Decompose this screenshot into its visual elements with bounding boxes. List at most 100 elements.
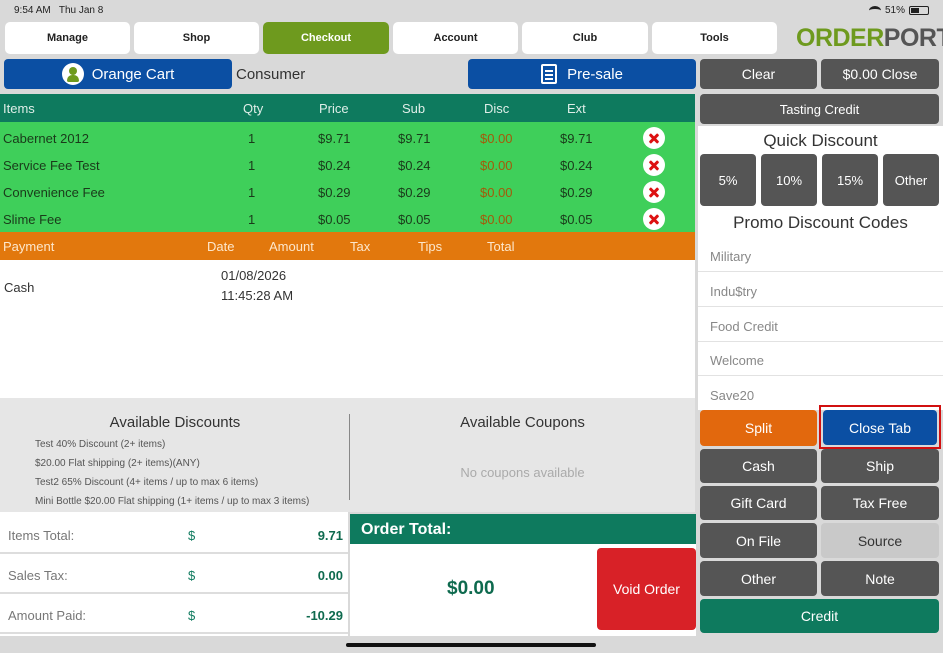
tasting-credit-button[interactable]: Tasting Credit xyxy=(700,94,939,124)
on-file-button[interactable]: On File xyxy=(700,523,817,558)
sales-tax-value: 0.00 xyxy=(317,568,343,583)
list-item[interactable]: Test 40% Discount (2+ items) xyxy=(35,439,166,450)
table-row[interactable]: Service Fee Test 1 $0.24 $0.24 $0.00 $0.… xyxy=(0,151,695,178)
item-sub: $0.29 xyxy=(398,185,431,200)
list-item[interactable]: $20.00 Flat shipping (2+ items)(ANY) xyxy=(35,458,200,469)
other-button[interactable]: Other xyxy=(700,561,817,596)
tab-account[interactable]: Account xyxy=(393,22,518,54)
no-coupons-text: No coupons available xyxy=(460,465,585,480)
sales-tax-label: Sales Tax: xyxy=(8,568,68,583)
gift-card-button[interactable]: Gift Card xyxy=(700,486,817,520)
amount-paid-value: -10.29 xyxy=(306,608,343,623)
table-row[interactable]: Cash 01/08/2026 11:45:28 AM xyxy=(0,264,695,308)
presale-label: Pre-sale xyxy=(567,65,623,83)
tax-free-button[interactable]: Tax Free xyxy=(821,486,939,520)
battery-percent: 51% xyxy=(884,5,905,16)
col-price: Price xyxy=(319,101,349,116)
orderport-logo: ORDERPORT xyxy=(792,20,943,56)
discount-15-button[interactable]: 15% xyxy=(822,154,878,206)
list-item[interactable]: Test2 65% Discount (4+ items / up to max… xyxy=(35,477,259,488)
items-total-row: Items Total: $ 9.71 xyxy=(0,514,348,554)
tab-manage[interactable]: Manage xyxy=(5,22,130,54)
promo-code-food-credit[interactable]: Food Credit xyxy=(698,308,943,342)
tab-shop[interactable]: Shop xyxy=(134,22,259,54)
tab-tools[interactable]: Tools xyxy=(652,22,777,54)
table-row[interactable]: Convenience Fee 1 $0.29 $0.29 $0.00 $0.2… xyxy=(0,178,695,205)
remove-item-icon[interactable] xyxy=(643,127,665,149)
close-tab-button[interactable]: Close Tab xyxy=(823,410,937,445)
item-ext: $0.05 xyxy=(560,212,593,227)
remove-item-icon[interactable] xyxy=(643,154,665,176)
cart-name: Orange Cart xyxy=(91,65,175,83)
cash-button[interactable]: Cash xyxy=(700,449,817,483)
split-button[interactable]: Split xyxy=(700,410,817,446)
col-items: Items xyxy=(3,101,35,116)
status-date: Thu Jan 8 xyxy=(58,5,104,16)
payment-table-body: Cash 01/08/2026 11:45:28 AM xyxy=(0,260,695,398)
discount-10-button[interactable]: 10% xyxy=(761,154,817,206)
presale-button[interactable]: Pre-sale xyxy=(468,59,696,89)
item-name: Cabernet 2012 xyxy=(3,131,90,146)
home-indicator[interactable] xyxy=(346,643,596,647)
item-qty: 1 xyxy=(248,131,256,146)
customer-type: Consumer xyxy=(236,66,306,83)
battery-icon xyxy=(909,6,929,15)
note-button[interactable]: Note xyxy=(821,561,939,596)
totals-panel: Items Total: $ 9.71 Sales Tax: $ 0.00 Am… xyxy=(0,512,348,636)
item-disc: $0.00 xyxy=(480,131,513,146)
item-sub: $0.05 xyxy=(398,212,431,227)
credit-button[interactable]: Credit xyxy=(700,599,939,633)
col-date: Date xyxy=(207,239,235,254)
panel-divider xyxy=(349,414,350,500)
remove-item-icon[interactable] xyxy=(643,208,665,230)
promo-code-save20[interactable]: Save20 xyxy=(710,388,755,403)
item-name: Slime Fee xyxy=(3,212,62,227)
void-order-button[interactable]: Void Order xyxy=(597,548,696,630)
status-right: 51% xyxy=(868,5,929,16)
item-ext: $0.29 xyxy=(560,185,593,200)
battery-fill xyxy=(911,8,919,13)
discount-panel: Quick Discount 5% 10% 15% Other Promo Di… xyxy=(698,126,943,410)
order-total-label: Order Total: xyxy=(361,521,452,538)
col-qty: Qty xyxy=(243,101,264,116)
tab-club[interactable]: Club xyxy=(522,22,648,54)
list-item[interactable]: Mini Bottle $20.00 Flat shipping (1+ ite… xyxy=(35,496,310,507)
status-bar: 9:54 AM Thu Jan 8 51% xyxy=(0,0,943,20)
col-tax: Tax xyxy=(350,239,371,254)
discount-5-button[interactable]: 5% xyxy=(700,154,756,206)
document-icon xyxy=(541,64,558,84)
col-amount: Amount xyxy=(269,239,314,254)
item-name: Service Fee Test xyxy=(3,158,100,173)
promo-codes-title: Promo Discount Codes xyxy=(733,213,908,232)
col-payment: Payment xyxy=(3,239,55,254)
quick-discount-title: Quick Discount xyxy=(763,131,878,150)
ship-button[interactable]: Ship xyxy=(821,449,939,483)
tab-checkout[interactable]: Checkout xyxy=(263,22,389,54)
item-disc: $0.00 xyxy=(480,185,513,200)
remove-item-icon[interactable] xyxy=(643,181,665,203)
promo-code-military[interactable]: Military xyxy=(698,238,943,272)
available-coupons-title: Available Coupons xyxy=(460,414,585,431)
col-sub: Sub xyxy=(402,101,426,116)
promo-code-industry[interactable]: Indu$try xyxy=(698,273,943,307)
col-total: Total xyxy=(487,239,515,254)
clear-button[interactable]: Clear xyxy=(700,59,817,89)
col-tips: Tips xyxy=(418,239,443,254)
cart-button[interactable]: Orange Cart xyxy=(4,59,232,89)
table-row[interactable]: Cabernet 2012 1 $9.71 $9.71 $0.00 $9.71 xyxy=(0,124,695,151)
item-disc: $0.00 xyxy=(480,158,513,173)
source-button[interactable]: Source xyxy=(821,523,939,558)
order-total-header: Order Total: xyxy=(350,514,696,544)
available-discounts-title: Available Discounts xyxy=(109,414,241,431)
item-disc: $0.00 xyxy=(480,212,513,227)
discount-list[interactable]: Test 40% Discount (2+ items) $20.00 Flat… xyxy=(35,439,345,509)
payment-table-header: Payment Date Amount Tax Tips Total xyxy=(0,232,695,260)
zero-close-button[interactable]: $0.00 Close xyxy=(821,59,939,89)
item-qty: 1 xyxy=(248,158,256,173)
promo-code-welcome[interactable]: Welcome xyxy=(698,342,943,376)
items-total-label: Items Total: xyxy=(8,528,75,543)
discount-other-button[interactable]: Other xyxy=(883,154,939,206)
item-name: Convenience Fee xyxy=(3,185,105,200)
discounts-coupons-panel: Available Discounts Test 40% Discount (2… xyxy=(0,398,695,512)
table-row[interactable]: Slime Fee 1 $0.05 $0.05 $0.00 $0.05 xyxy=(0,205,695,232)
